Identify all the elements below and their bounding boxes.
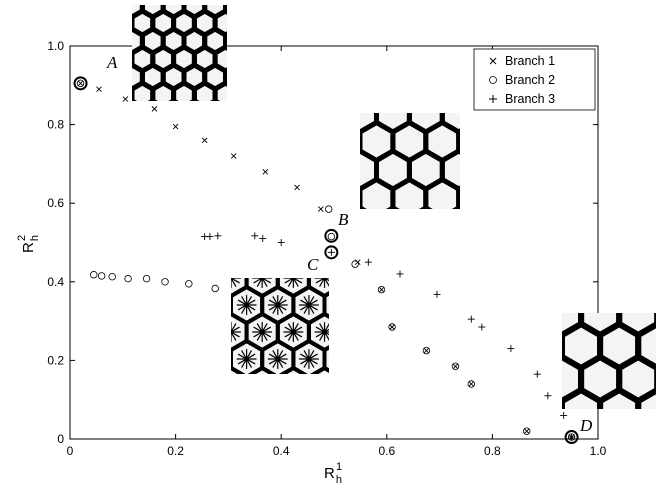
highlight-ring-c [324,245,339,260]
x-tick-label: 0.8 [484,444,501,458]
branch-1-point [423,347,430,354]
branch-1-point [230,153,237,159]
branch-3-point [396,270,404,278]
branch-2-point [76,79,85,88]
branch-2-point [211,284,219,293]
branch-3-point [364,258,372,266]
branch-1-point [172,123,179,130]
y-axis-label: Rh2 [16,235,41,253]
legend: Branch 1 Branch 2 Branch 3 [473,48,596,111]
branch-1-point [262,168,269,175]
branch-2-point [327,232,336,241]
branch-1-point [317,206,324,212]
branch-2-point [142,274,151,283]
branch-1-point [151,106,158,112]
branch-2-point [97,272,106,280]
branch-3-point [568,433,576,441]
highlight-ring-b [324,228,339,243]
branch-1-point [468,381,475,387]
branch-1-point [201,137,208,144]
annotation-a: A [106,53,118,72]
y-tick-label: 0.8 [47,118,64,132]
branch-1-point [77,80,84,87]
branch-2-point [124,274,132,283]
x-tick-label: 1.0 [590,444,607,458]
legend-marker-x [489,57,497,65]
branch-1-point [96,86,102,93]
branch-3-point [560,411,568,419]
branch-3-point [467,315,475,323]
branch-3-point [251,232,259,240]
branch-2-point [467,380,475,388]
branch-1-point [452,363,459,370]
legend-label-branch-2: Branch 2 [505,73,555,87]
inset-honeycomb-b [360,113,460,209]
legend-label-branch-3: Branch 3 [505,92,555,106]
branch-2-point [388,323,396,331]
x-tick-label: 0 [67,444,74,458]
branch-2-point [451,362,460,370]
branch-2-point [90,271,98,279]
branch-2-point [325,205,333,213]
branch-2-point [422,346,431,355]
inset-honeycomb-c [231,278,329,374]
branch-2-point [185,280,193,288]
plot-frame [69,45,599,440]
axis-ticks: 0 0.2 0.4 0.6 0.8 1.0 0 0.2 0.4 0.6 0.8 1.0 [47,39,606,458]
y-tick-label: 0.2 [47,353,64,367]
highlight-ring-d [564,430,579,445]
x-axis-label: Rh1 [324,461,342,486]
branch-3-point [277,239,285,246]
branch-2-point [351,260,359,268]
data-points [73,76,579,445]
branch-1-point [389,324,395,330]
branch-3-point [544,392,552,400]
branch-3-point [478,323,486,331]
branch-3-point [206,233,214,241]
branch-3-point [533,370,541,378]
annotation-c: C [307,255,319,274]
legend-marker-plus [489,95,497,103]
y-tick-label: 0 [57,432,64,446]
y-tick-label: 1.0 [47,39,64,53]
inset-images [132,5,656,409]
branch-1-point [122,96,129,102]
branch-2-point [523,427,531,435]
branch-3-point [214,232,222,240]
x-tick-label: 0.4 [273,444,290,458]
x-tick-label: 0.6 [378,444,395,458]
y-tick-label: 0.6 [47,196,64,210]
inset-honeycomb-d [562,313,656,409]
branch-3-point [433,290,441,298]
branch-2-point [161,278,169,286]
legend-marker-o [489,76,497,84]
branch-3-point [327,248,335,256]
highlight-ring-a [73,76,88,91]
branch-2-point [108,272,116,281]
annotation-d: D [579,416,593,435]
x-tick-label: 0.2 [167,444,184,458]
legend-label-branch-1: Branch 1 [505,54,555,68]
branch-1-point [378,286,385,293]
branch-3-point [507,345,515,353]
branch-2-point [377,285,386,294]
annotation-b: B [338,210,349,229]
branch-1-point [294,184,300,191]
branch-3-point [259,235,267,243]
branch-1-point [523,428,530,434]
y-tick-label: 0.4 [47,275,64,289]
inset-honeycomb-a [132,5,227,101]
